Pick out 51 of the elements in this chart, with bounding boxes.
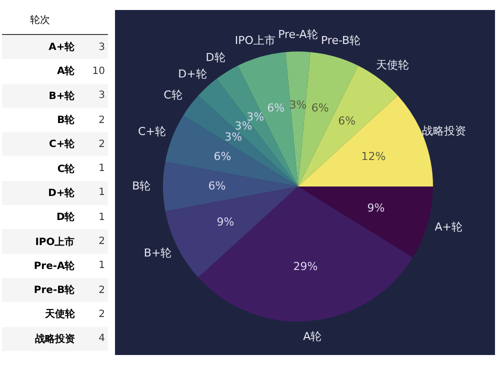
slice-label: B+轮 <box>144 246 172 260</box>
data-label: 29% <box>293 260 318 274</box>
slice-label: C轮 <box>164 88 182 102</box>
data-label: 3 <box>78 34 108 60</box>
data-label: 2 <box>78 278 108 302</box>
category-label: B+轮 <box>2 84 78 108</box>
data-label: 10 <box>91 64 106 79</box>
category-label: A轮 <box>56 64 76 80</box>
data-label: 6% <box>267 101 285 114</box>
slice-label: A轮 <box>303 330 322 343</box>
data-label: 2 <box>98 114 106 128</box>
data-label: 9% <box>367 202 385 215</box>
data-label: 6% <box>214 150 232 164</box>
slice-label: D轮 <box>206 50 226 64</box>
slice-label: Pre-A轮 <box>278 28 318 42</box>
category-label: C+轮 <box>2 132 78 156</box>
slice-label: Pre-B轮 <box>320 34 361 47</box>
data-label: 1 <box>78 180 108 206</box>
data-label: 2 <box>78 229 108 254</box>
category-label: D轮 <box>55 210 76 226</box>
data-label: 1 <box>98 162 106 176</box>
data-label: 3 <box>78 84 108 108</box>
data-label: 3% <box>224 130 242 144</box>
data-label: 3% <box>289 98 307 112</box>
slice-label: B轮 <box>132 179 151 192</box>
category-label: 战略投资 <box>2 326 78 351</box>
category-label: Pre-B轮 <box>2 278 78 302</box>
slice-label: A+轮 <box>434 220 462 234</box>
data-label: 6% <box>338 114 356 128</box>
slice-label: D+轮 <box>178 68 207 81</box>
category-label: D+轮 <box>2 180 78 206</box>
category-label: IPO上市 <box>2 229 78 254</box>
slice-label: 战略投资 <box>422 124 466 138</box>
data-label: 1 <box>98 259 106 274</box>
data-label: 12% <box>361 150 386 164</box>
slice-label: 天使轮 <box>376 58 409 72</box>
data-label: 2 <box>98 308 106 322</box>
category-label: Pre-A轮 <box>32 260 76 274</box>
slice-label: C+轮 <box>138 124 166 138</box>
data-label: 4 <box>78 326 108 351</box>
data-label: 1 <box>98 210 106 225</box>
category-label: 天使轮 <box>44 308 76 322</box>
text: 轮次 <box>2 6 78 34</box>
category-label: A+轮 <box>2 34 78 60</box>
slice-label: IPO上市 <box>234 34 276 47</box>
data-label: 6% <box>208 179 226 192</box>
data-label: 2 <box>78 132 108 156</box>
category-label: B轮 <box>56 114 76 128</box>
data-label: 6% <box>311 101 329 114</box>
data-label: 9% <box>216 215 234 228</box>
category-label: C轮 <box>56 162 76 177</box>
